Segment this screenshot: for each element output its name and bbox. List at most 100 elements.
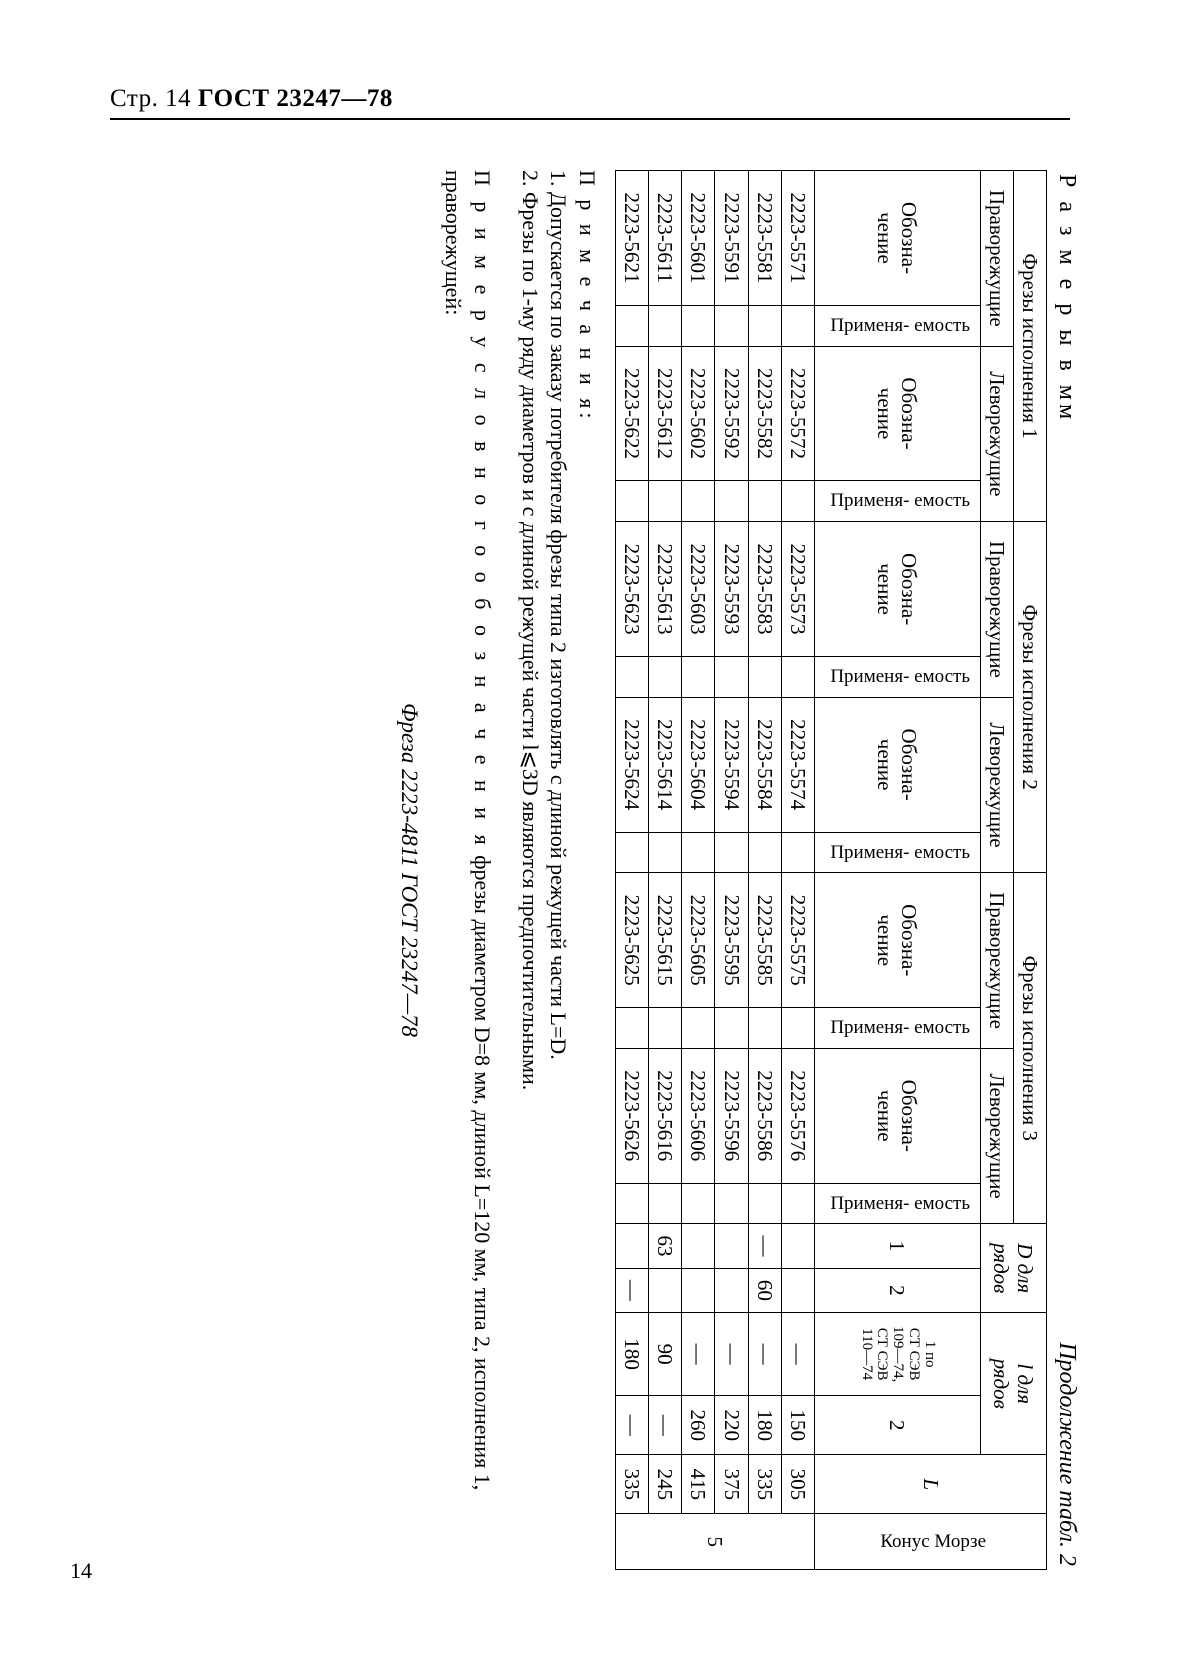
col-l-1: 1 по СТ СЭВ 109—74, СТ СЭВ 110—74	[814, 1313, 980, 1396]
cell-l-1: —	[715, 1313, 748, 1396]
cell-D-1	[682, 1224, 715, 1268]
cell-app-2r	[781, 657, 814, 698]
header-row-3: Обозна- чение Применя- емость Обозна- че…	[814, 171, 980, 1570]
col-l-label: l для рядов	[989, 1359, 1037, 1409]
col-app-3r-label: Применя- емость	[824, 1017, 976, 1039]
cell-l-2: —	[616, 1396, 649, 1455]
table-row: 2223-55912223-55922223-55932223-55942223…	[715, 171, 748, 1570]
cell-D-1	[781, 1224, 814, 1268]
cell-app-3l	[649, 1183, 682, 1224]
cell-L: 415	[682, 1455, 715, 1514]
cell-des-1l: 2223-5592	[715, 346, 748, 481]
cell-des-3l: 2223-5616	[649, 1048, 682, 1183]
col-app-2l: Применя- емость	[814, 832, 980, 873]
cell-des-3r: 2223-5595	[715, 873, 748, 1008]
cell-des-1r: 2223-5571	[781, 171, 814, 306]
cell-des-2r: 2223-5593	[715, 522, 748, 657]
cell-app-2l	[715, 832, 748, 873]
cell-D-2: —	[616, 1268, 649, 1312]
cell-app-3l	[715, 1183, 748, 1224]
cell-l-1: —	[781, 1313, 814, 1396]
col-app-2l-label: Применя- емость	[824, 842, 976, 864]
cell-app-1r	[649, 305, 682, 346]
cell-l-1: —	[748, 1313, 781, 1396]
cell-des-1l: 2223-5572	[781, 346, 814, 481]
cell-app-2l	[682, 832, 715, 873]
cell-app-1l	[715, 481, 748, 522]
example-block: П р и м е р у с л о в н о г о о б о з н …	[438, 170, 497, 1570]
cell-D-2	[715, 1268, 748, 1312]
cell-app-3r	[649, 1008, 682, 1049]
cell-L: 335	[748, 1455, 781, 1514]
cell-des-1l: 2223-5612	[649, 346, 682, 481]
cell-des-3l: 2223-5606	[682, 1048, 715, 1183]
running-head: Стр. 14 ГОСТ 23247—78	[110, 85, 393, 113]
col-l-2: 2	[814, 1396, 980, 1455]
cell-des-2r: 2223-5623	[616, 522, 649, 657]
col-app-3r: Применя- емость	[814, 1008, 980, 1049]
cell-app-3r	[781, 1008, 814, 1049]
cell-app-2r	[682, 657, 715, 698]
cell-D-2	[649, 1268, 682, 1312]
cell-des-2l: 2223-5614	[649, 697, 682, 832]
cell-app-1r	[682, 305, 715, 346]
col-D-label: D для рядов	[989, 1243, 1037, 1293]
cell-l-2: —	[649, 1396, 682, 1455]
cell-l-2: 260	[682, 1396, 715, 1455]
cell-app-1l	[682, 481, 715, 522]
cell-des-2r: 2223-5613	[649, 522, 682, 657]
cell-des-1l: 2223-5582	[748, 346, 781, 481]
cell-des-1l: 2223-5602	[682, 346, 715, 481]
group-exec-1: Фрезы исполнения 1	[1013, 171, 1046, 522]
col-L-label: L	[919, 1479, 943, 1491]
page-label: Стр. 14	[110, 85, 191, 112]
cell-des-2r: 2223-5583	[748, 522, 781, 657]
dir-left-3: Леворежущие	[980, 1048, 1013, 1224]
cell-des-1r: 2223-5601	[682, 171, 715, 306]
notes-heading: П р и м е ч а н и я:	[572, 170, 601, 1570]
example-lead: П р и м е р у с л о в н о г о о б о з н …	[470, 170, 495, 850]
dir-right-3: Праворежущие	[980, 873, 1013, 1049]
table-body: 2223-55712223-55722223-55732223-55742223…	[616, 171, 815, 1570]
cell-app-1r	[616, 305, 649, 346]
dir-left-2: Леворежущие	[980, 697, 1013, 873]
cell-app-1l	[748, 481, 781, 522]
cell-app-2l	[781, 832, 814, 873]
col-app-2r: Применя- емость	[814, 657, 980, 698]
cell-app-1l	[616, 481, 649, 522]
cell-des-1r: 2223-5611	[649, 171, 682, 306]
cell-des-2l: 2223-5624	[616, 697, 649, 832]
col-l: l для рядов	[980, 1313, 1046, 1455]
cell-app-2l	[649, 832, 682, 873]
dir-right-1: Праворежущие	[980, 171, 1013, 347]
col-des-1l: Обозна- чение	[814, 346, 980, 481]
cell-D-1	[616, 1224, 649, 1268]
cell-D-1: —	[748, 1224, 781, 1268]
table-row: 2223-56012223-56022223-56032223-56042223…	[682, 171, 715, 1570]
cell-app-2l	[616, 832, 649, 873]
cell-app-3l	[616, 1183, 649, 1224]
cell-des-3r: 2223-5575	[781, 873, 814, 1008]
cell-des-3r: 2223-5585	[748, 873, 781, 1008]
col-D-2: 2	[814, 1268, 980, 1312]
col-app-1l: Применя- емость	[814, 481, 980, 522]
cell-app-1r	[748, 305, 781, 346]
cell-des-3r: 2223-5625	[616, 873, 649, 1008]
col-L: L	[814, 1455, 1046, 1514]
table-row: 2223-56212223-56222223-56232223-56242223…	[616, 171, 649, 1570]
cell-des-3r: 2223-5605	[682, 873, 715, 1008]
cell-l-1: —	[682, 1313, 715, 1396]
col-des-2r: Обозна- чение	[814, 522, 980, 657]
dir-right-2: Праворежущие	[980, 522, 1013, 698]
col-app-3l-label: Применя- емость	[824, 1193, 976, 1215]
cell-app-1l	[781, 481, 814, 522]
cell-app-2l	[748, 832, 781, 873]
col-des-2l: Обозна- чение	[814, 697, 980, 832]
cell-des-2l: 2223-5584	[748, 697, 781, 832]
cell-morse: 5	[616, 1514, 815, 1570]
cell-l-2: 220	[715, 1396, 748, 1455]
cell-des-2r: 2223-5603	[682, 522, 715, 657]
cell-L: 245	[649, 1455, 682, 1514]
cell-l-2: 180	[748, 1396, 781, 1455]
cell-des-1r: 2223-5621	[616, 171, 649, 306]
